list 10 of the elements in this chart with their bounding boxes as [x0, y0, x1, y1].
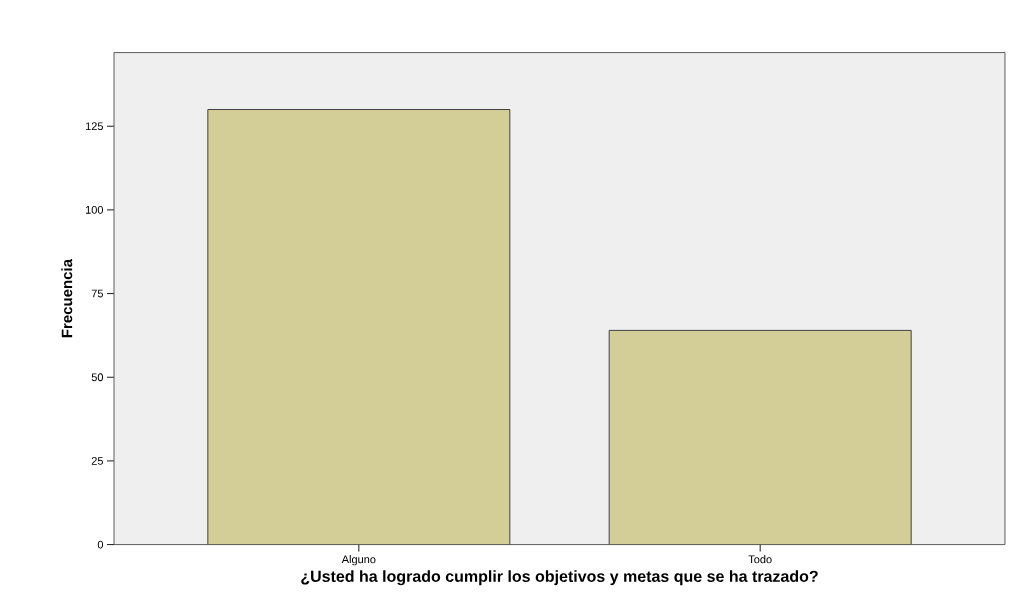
x-tick-label: Alguno	[341, 555, 376, 566]
y-tick-label: 50	[91, 373, 104, 382]
x-axis-title: ¿Usted ha logrado cumplir los objetivos y metas que se ha trazado?	[301, 570, 818, 586]
y-axis-title: Frecuencia	[61, 258, 73, 338]
y-tick-label: 0	[97, 540, 104, 549]
y-tick-label: 100	[85, 206, 104, 214]
y-tick-label: 125	[85, 122, 103, 131]
x-tick-label: Todo	[748, 555, 772, 564]
y-tick-label: 75	[91, 289, 103, 298]
y-tick-label: 25	[91, 457, 103, 465]
